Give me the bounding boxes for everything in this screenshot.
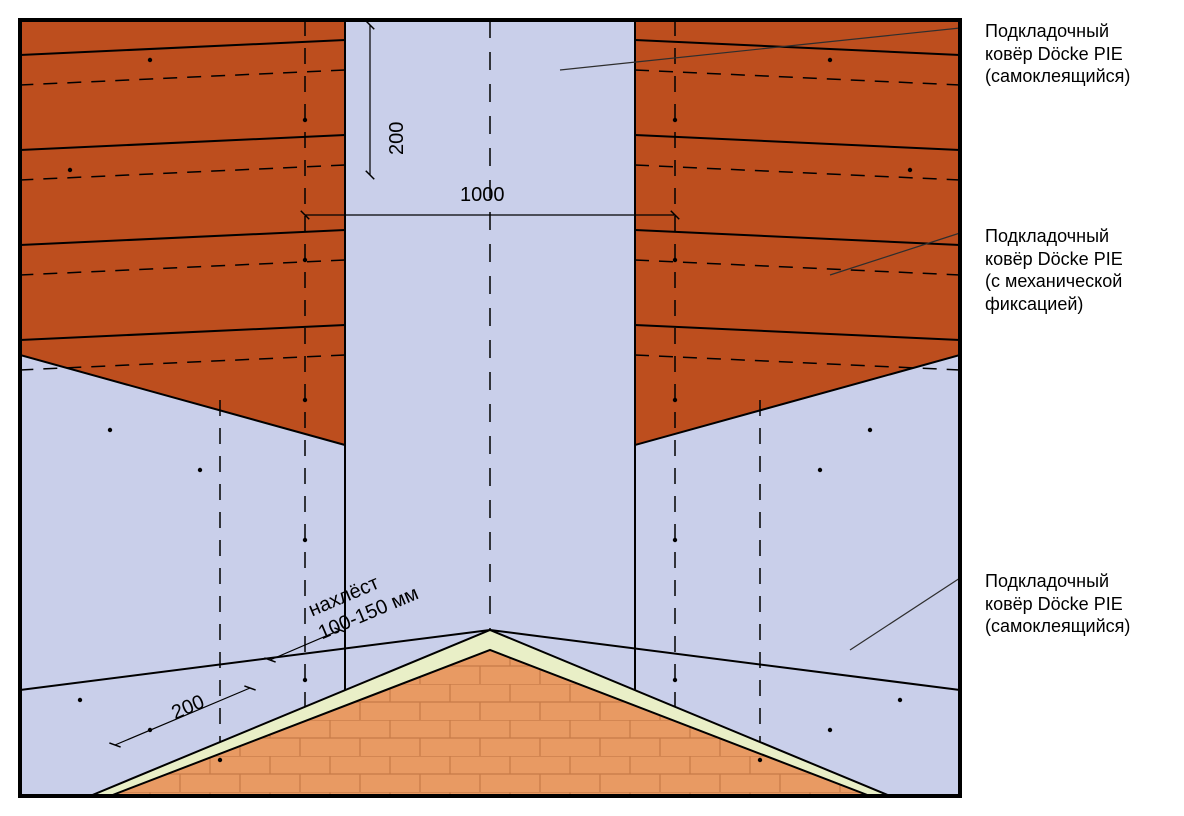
annotation-carpet-selfadh-bottom: Подкладочный ковёр Döcke PIE (самоклеящи…	[985, 570, 1130, 638]
annotation-carpet-selfadh-top: Подкладочный ковёр Döcke PIE (самоклеящи…	[985, 20, 1130, 88]
page: Подкладочный ковёр Döcke PIE (самоклеящи…	[0, 0, 1184, 816]
dim-1000: 1000	[460, 183, 505, 208]
dim-200-top: 200	[385, 122, 410, 155]
annotation-carpet-mechanical: Подкладочный ковёр Döcke PIE (с механиче…	[985, 225, 1123, 315]
roof-diagram	[0, 0, 1184, 816]
